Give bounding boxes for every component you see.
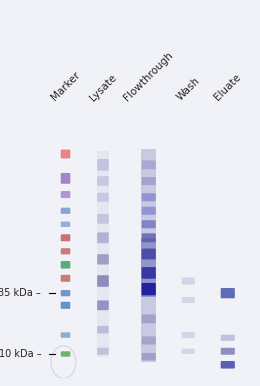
FancyBboxPatch shape: [142, 314, 156, 323]
FancyBboxPatch shape: [61, 222, 70, 227]
FancyBboxPatch shape: [61, 351, 70, 357]
Text: Wash: Wash: [175, 76, 202, 103]
Text: Eluate: Eluate: [213, 73, 243, 103]
FancyBboxPatch shape: [61, 275, 70, 282]
FancyBboxPatch shape: [61, 302, 70, 309]
FancyBboxPatch shape: [142, 220, 156, 229]
FancyBboxPatch shape: [61, 173, 70, 184]
Bar: [97, 151, 109, 357]
FancyBboxPatch shape: [97, 300, 109, 310]
FancyBboxPatch shape: [61, 290, 70, 296]
Text: Marker: Marker: [49, 70, 82, 103]
FancyBboxPatch shape: [142, 233, 156, 242]
FancyBboxPatch shape: [142, 193, 156, 201]
FancyBboxPatch shape: [97, 176, 109, 186]
FancyBboxPatch shape: [142, 249, 156, 259]
Text: 10 kDa –: 10 kDa –: [0, 349, 41, 359]
FancyBboxPatch shape: [61, 149, 70, 159]
FancyBboxPatch shape: [61, 332, 70, 338]
FancyBboxPatch shape: [97, 214, 109, 224]
Text: Lysate: Lysate: [88, 72, 118, 103]
Bar: [141, 149, 156, 362]
FancyBboxPatch shape: [221, 288, 235, 298]
FancyBboxPatch shape: [142, 283, 156, 295]
FancyBboxPatch shape: [142, 177, 156, 185]
Bar: [141, 238, 156, 297]
FancyBboxPatch shape: [142, 336, 156, 344]
FancyBboxPatch shape: [142, 207, 156, 215]
FancyBboxPatch shape: [61, 191, 70, 198]
FancyBboxPatch shape: [221, 361, 235, 369]
FancyBboxPatch shape: [182, 297, 195, 303]
FancyBboxPatch shape: [61, 234, 70, 241]
FancyBboxPatch shape: [97, 232, 109, 243]
Text: 35 kDa –: 35 kDa –: [0, 288, 41, 298]
FancyBboxPatch shape: [142, 267, 156, 279]
FancyBboxPatch shape: [97, 275, 109, 287]
FancyBboxPatch shape: [182, 349, 195, 354]
FancyBboxPatch shape: [97, 348, 109, 355]
FancyBboxPatch shape: [61, 248, 70, 254]
FancyBboxPatch shape: [182, 332, 195, 338]
FancyBboxPatch shape: [142, 353, 156, 361]
FancyBboxPatch shape: [221, 348, 235, 355]
FancyBboxPatch shape: [97, 326, 109, 334]
FancyBboxPatch shape: [182, 278, 195, 284]
FancyBboxPatch shape: [61, 261, 70, 269]
FancyBboxPatch shape: [97, 193, 109, 202]
FancyBboxPatch shape: [221, 335, 235, 341]
FancyBboxPatch shape: [97, 159, 109, 171]
Text: Flowthrough: Flowthrough: [122, 50, 175, 103]
FancyBboxPatch shape: [142, 160, 156, 169]
FancyBboxPatch shape: [61, 208, 70, 214]
FancyBboxPatch shape: [97, 254, 109, 264]
